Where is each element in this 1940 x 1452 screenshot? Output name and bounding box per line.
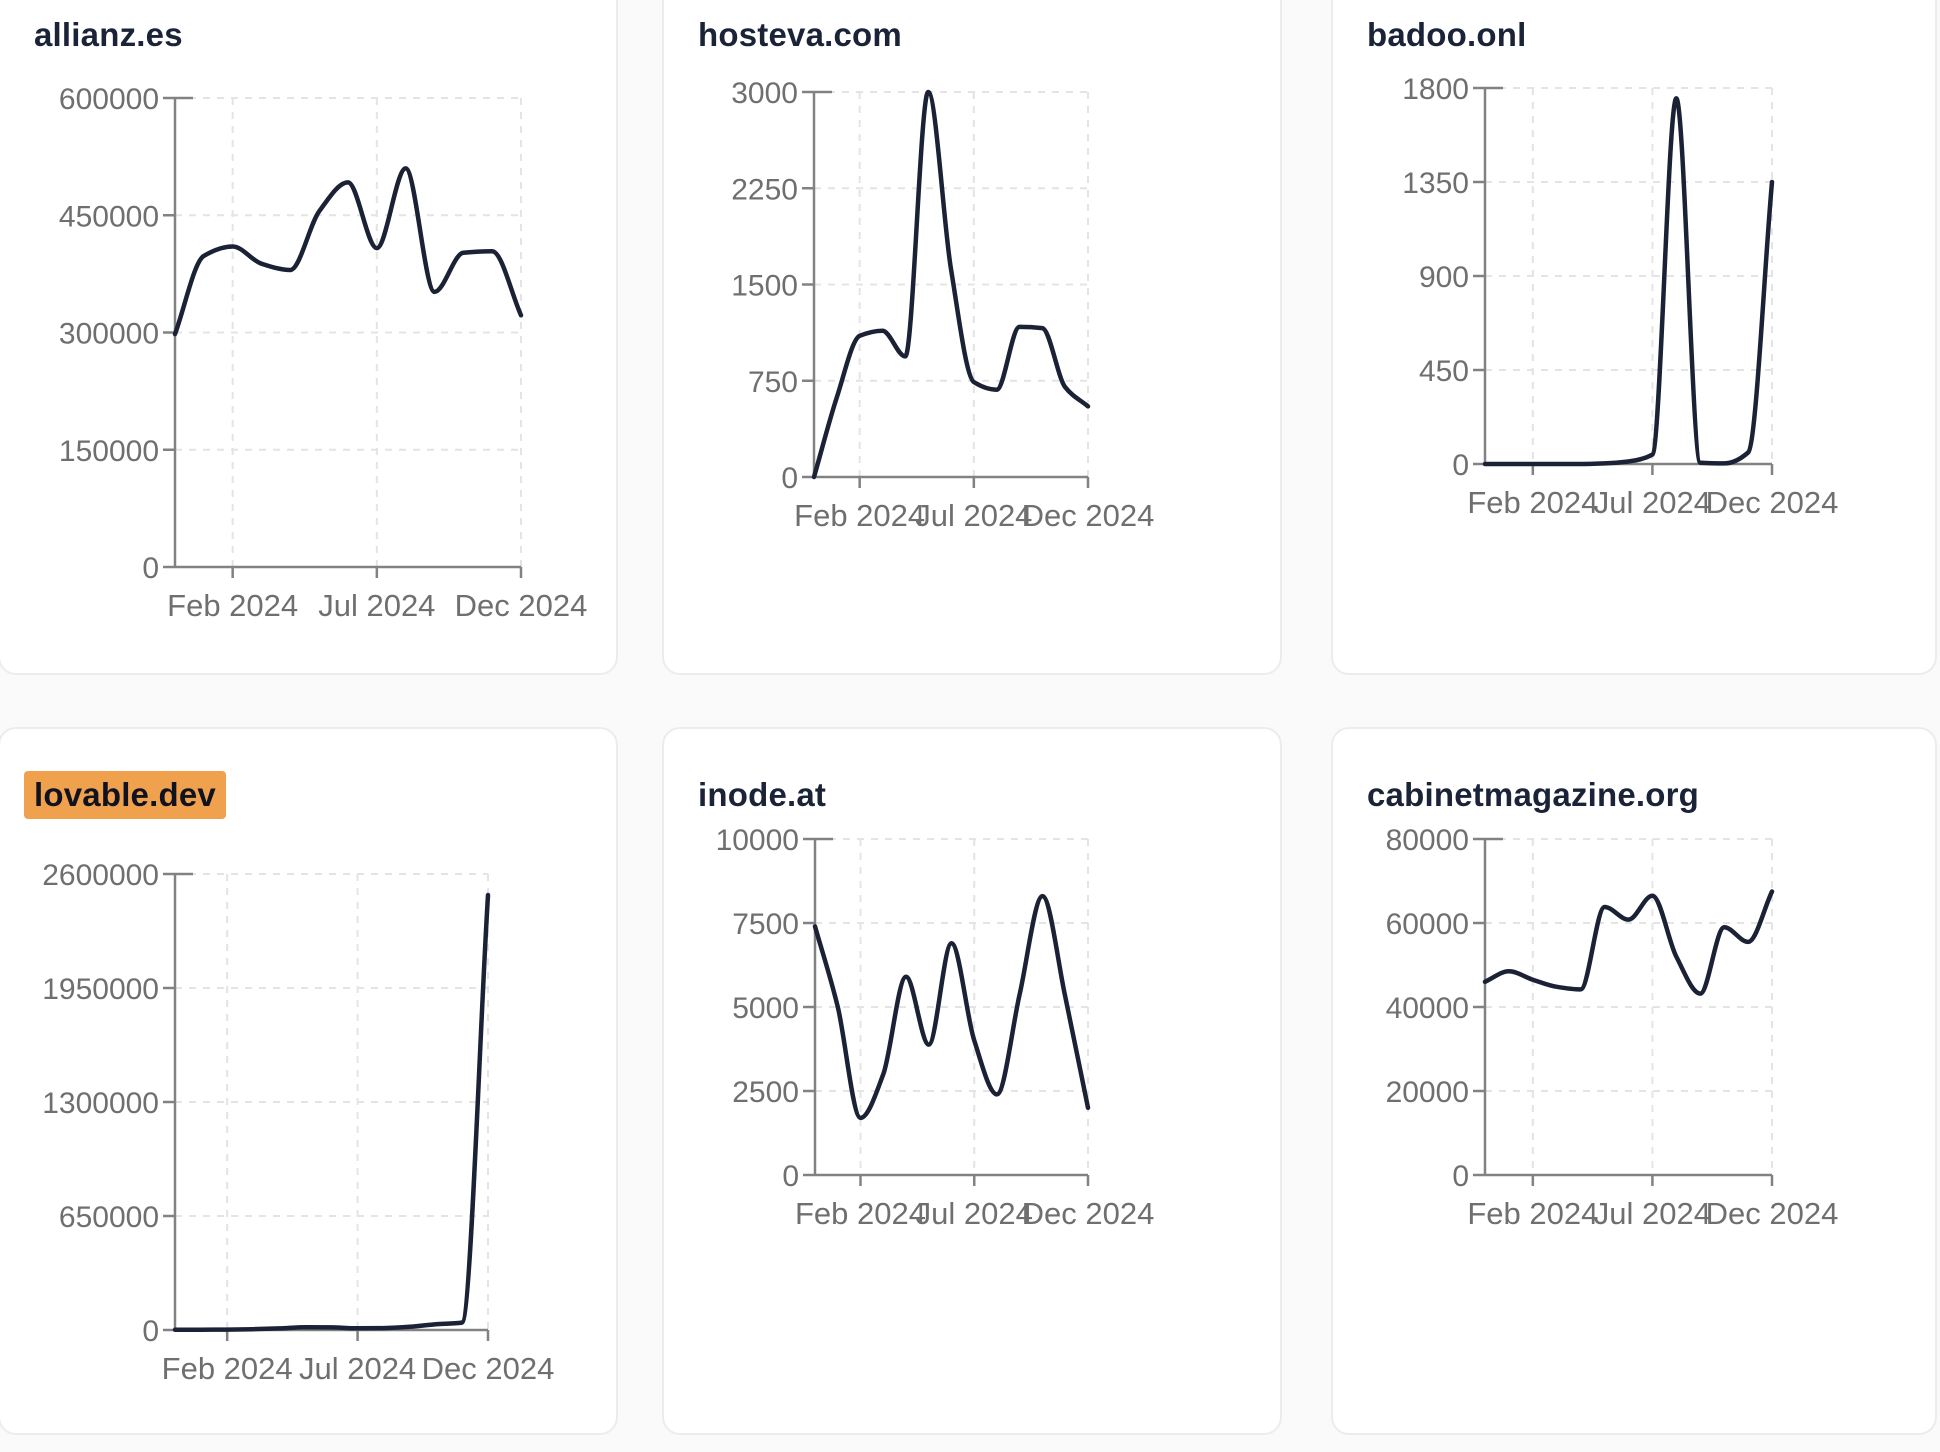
svg-text:Dec 2024: Dec 2024 xyxy=(1022,498,1155,533)
chart-title-row: lovable.dev xyxy=(24,771,226,820)
svg-text:1350: 1350 xyxy=(1402,167,1469,200)
svg-text:1500: 1500 xyxy=(731,270,798,303)
svg-text:300000: 300000 xyxy=(59,318,159,351)
svg-text:Feb 2024: Feb 2024 xyxy=(794,498,925,533)
svg-text:20000: 20000 xyxy=(1386,1076,1469,1109)
svg-text:10000: 10000 xyxy=(716,824,799,857)
domain-chart-card[interactable]: lovable.dev 0 650000 1300000 1950000 2600000… xyxy=(0,727,618,1435)
svg-text:1800: 1800 xyxy=(1402,73,1469,106)
svg-text:Dec 2024: Dec 2024 xyxy=(422,1351,555,1386)
domain-title: cabinetmagazine.org xyxy=(1367,776,1700,813)
svg-text:0: 0 xyxy=(142,552,159,585)
svg-text:150000: 150000 xyxy=(59,435,159,468)
svg-text:7500: 7500 xyxy=(732,908,799,941)
svg-text:0: 0 xyxy=(782,1160,799,1193)
svg-text:3000: 3000 xyxy=(731,77,798,110)
svg-text:Dec 2024: Dec 2024 xyxy=(455,588,588,623)
svg-text:600000: 600000 xyxy=(59,83,159,116)
svg-text:Feb 2024: Feb 2024 xyxy=(167,588,298,623)
svg-text:2600000: 2600000 xyxy=(42,859,159,892)
svg-text:750: 750 xyxy=(748,366,798,399)
domain-title: inode.at xyxy=(698,776,827,813)
svg-text:5000: 5000 xyxy=(732,992,799,1025)
svg-text:1300000: 1300000 xyxy=(42,1087,159,1120)
svg-text:450000: 450000 xyxy=(59,200,159,233)
svg-text:2250: 2250 xyxy=(731,173,798,206)
svg-text:Jul 2024: Jul 2024 xyxy=(1594,1196,1711,1231)
domain-chart-card[interactable]: hosteva.com 0 750 1500 2250 3000 Feb 2024 Jul … xyxy=(662,0,1282,675)
svg-text:Dec 2024: Dec 2024 xyxy=(1022,1196,1155,1231)
traffic-line-chart: 0 650000 1300000 1950000 2600000 Feb 2024 Jul … xyxy=(42,859,555,1386)
svg-text:0: 0 xyxy=(1452,449,1469,482)
chart-title-row: cabinetmagazine.org xyxy=(1357,771,1709,819)
svg-text:Feb 2024: Feb 2024 xyxy=(795,1196,926,1231)
domain-title: lovable.dev xyxy=(24,771,226,820)
svg-text:40000: 40000 xyxy=(1386,992,1469,1025)
domain-chart-card[interactable]: cabinetmagazine.org 0 20000 40000 60000 8000… xyxy=(1331,727,1937,1435)
svg-text:Dec 2024: Dec 2024 xyxy=(1706,485,1839,520)
svg-text:1950000: 1950000 xyxy=(42,973,159,1006)
svg-text:Jul 2024: Jul 2024 xyxy=(916,1196,1033,1231)
svg-text:Jul 2024: Jul 2024 xyxy=(915,498,1032,533)
svg-text:Feb 2024: Feb 2024 xyxy=(1467,485,1598,520)
svg-text:Jul 2024: Jul 2024 xyxy=(318,588,435,623)
chart-title-row: allianz.es xyxy=(24,11,193,59)
chart-title-row: hosteva.com xyxy=(688,11,912,59)
chart-title-row: badoo.onl xyxy=(1357,11,1536,59)
svg-text:2500: 2500 xyxy=(732,1076,799,1109)
svg-text:Jul 2024: Jul 2024 xyxy=(299,1351,416,1386)
svg-text:Feb 2024: Feb 2024 xyxy=(1467,1196,1598,1231)
svg-text:60000: 60000 xyxy=(1386,908,1469,941)
domain-chart-card[interactable]: badoo.onl 0 450 900 1350 1800 Feb 2024 Jul 202… xyxy=(1331,0,1937,675)
svg-text:650000: 650000 xyxy=(59,1201,159,1234)
traffic-line-chart: 0 150000 300000 450000 600000 Feb 2024 Jul 202… xyxy=(59,83,588,623)
domain-chart-card[interactable]: inode.at 0 2500 5000 7500 10000 Feb 2024 Jul 2… xyxy=(662,727,1282,1435)
svg-text:Dec 2024: Dec 2024 xyxy=(1706,1196,1839,1231)
domain-chart-card[interactable]: allianz.es 0 150000 300000 450000 600000 Feb … xyxy=(0,0,618,675)
domain-title: hosteva.com xyxy=(698,16,902,53)
svg-text:Jul 2024: Jul 2024 xyxy=(1594,485,1711,520)
domain-title: badoo.onl xyxy=(1367,16,1527,53)
domain-title: allianz.es xyxy=(34,16,183,53)
svg-text:80000: 80000 xyxy=(1386,824,1469,857)
svg-text:900: 900 xyxy=(1419,261,1469,294)
chart-title-row: inode.at xyxy=(688,771,836,819)
svg-text:0: 0 xyxy=(142,1315,159,1348)
svg-text:Feb 2024: Feb 2024 xyxy=(162,1351,293,1386)
svg-text:0: 0 xyxy=(1452,1160,1469,1193)
svg-text:0: 0 xyxy=(781,462,798,495)
svg-text:450: 450 xyxy=(1419,355,1469,388)
